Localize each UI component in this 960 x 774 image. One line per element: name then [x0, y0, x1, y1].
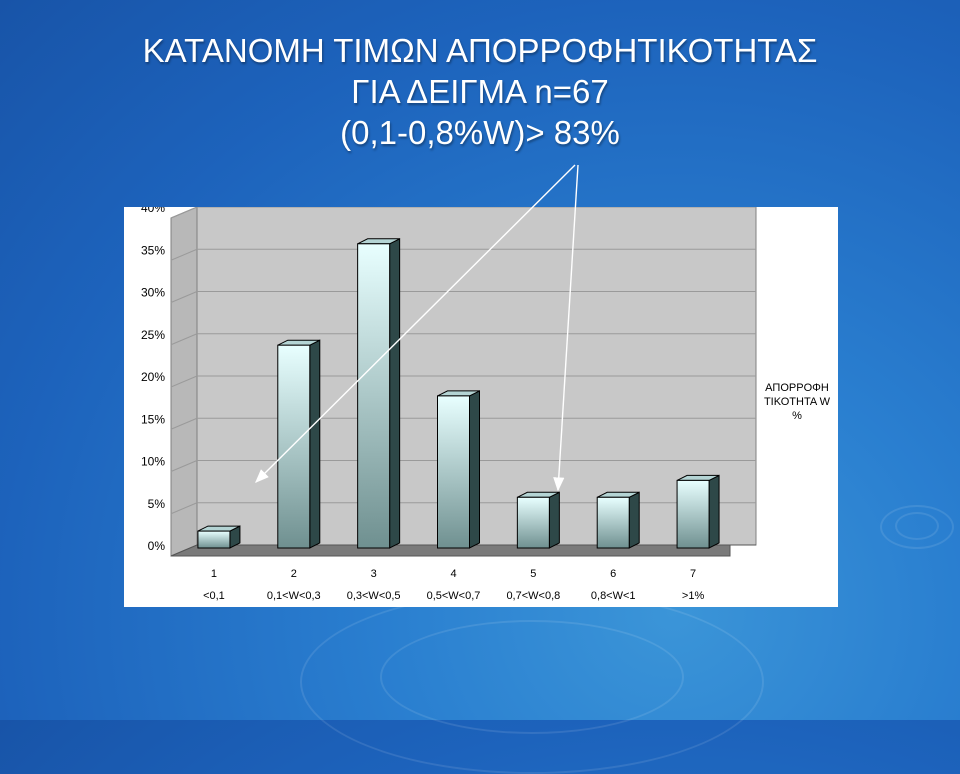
x-range-label: 0,7<W<0,8: [506, 590, 560, 602]
x-category-label: 2: [291, 568, 297, 580]
bar-side: [469, 390, 480, 549]
gridline-side: [170, 248, 198, 261]
x-range-label: 0,5<W<0,7: [427, 590, 481, 602]
y-tick-label: 40%: [141, 207, 165, 215]
legend-entry-line: %: [792, 410, 802, 422]
chart-area: 0% 5% 10% 15% 20% 25% 30% 35% 40% 1 2 3 4 5 6 7 <0,1 0,1…: [124, 207, 838, 607]
bar-chart: 0% 5% 10% 15% 20% 25% 30% 35% 40% 1 2 3 4 5 6 7 <0,1 0,1…: [141, 207, 831, 602]
bar-side: [708, 474, 720, 549]
bar-front: [357, 243, 391, 549]
gridline-side: [170, 291, 198, 303]
x-range-label: >1%: [682, 590, 705, 602]
x-range-label: 0,1<W<0,3: [267, 590, 321, 602]
bar-side: [389, 237, 401, 549]
title-line-2: ΓΙΑ ΔΕΙΓΜΑ n=67: [351, 73, 609, 110]
y-tick-label: 5%: [148, 497, 166, 511]
bar-front: [676, 479, 710, 549]
bar: [437, 390, 480, 549]
bar-front: [277, 344, 311, 549]
legend-entry-line: ΤΙΚΟΤΗΤΑ W: [764, 396, 831, 408]
title-line-1: ΚΑΤΑΝΟΜΗ ΤΙΜΩΝ ΑΠΟΡΡΟΦΗΤΙΚΟΤΗΤΑΣ: [142, 32, 818, 69]
x-range-label: 0,8<W<1: [591, 590, 636, 602]
bar-front: [437, 395, 470, 549]
bar-front: [197, 530, 231, 549]
background-ripple: [895, 512, 939, 540]
bar-front: [516, 496, 550, 549]
gridline-side: [170, 375, 198, 388]
bar: [277, 339, 321, 549]
x-range-label: 0,3<W<0,5: [347, 590, 401, 602]
x-category-label: 7: [690, 568, 696, 580]
bar: [357, 237, 401, 549]
title-line-3: (0,1-0,8%W)> 83%: [340, 114, 620, 151]
background-ripple: [380, 620, 684, 734]
background-ripple: [880, 505, 954, 549]
x-category-label: 4: [450, 568, 456, 580]
x-range-label: <0,1: [203, 590, 225, 602]
y-tick-label: 10%: [141, 455, 165, 469]
bar-side: [548, 491, 560, 549]
slide-title: ΚΑΤΑΝΟΜΗ ΤΙΜΩΝ ΑΠΟΡΡΟΦΗΤΙΚΟΤΗΤΑΣ ΓΙΑ ΔΕΙ…: [0, 30, 960, 153]
gridline-side: [170, 502, 198, 515]
y-tick-label: 30%: [141, 286, 165, 300]
gridline-side: [170, 333, 198, 346]
y-tick-label: 20%: [141, 370, 165, 384]
y-tick-label: 15%: [141, 412, 165, 426]
bar: [596, 491, 640, 549]
bar: [516, 491, 560, 549]
bar: [676, 474, 720, 549]
bar: [197, 525, 241, 549]
bar-front: [596, 496, 630, 549]
x-category-label: 6: [610, 568, 616, 580]
x-category-label: 5: [530, 568, 536, 580]
y-tick-label: 0%: [148, 539, 166, 553]
gridline-side: [170, 207, 198, 219]
legend-entry-line: ΑΠΟΡΡΟΦΗ: [765, 382, 829, 394]
x-category-label: 3: [371, 568, 377, 580]
x-category-label: 1: [211, 568, 217, 580]
bar-side: [309, 339, 321, 549]
gridline-side: [170, 460, 198, 472]
bar-side: [628, 491, 640, 549]
y-tick-label: 35%: [141, 243, 165, 257]
y-tick-label: 25%: [141, 328, 165, 342]
gridline-side: [170, 417, 198, 430]
